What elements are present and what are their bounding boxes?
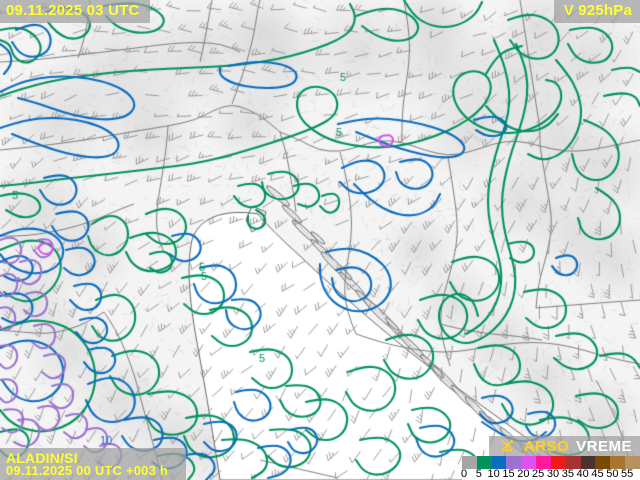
legend-swatch-30	[550, 456, 566, 469]
legend-color-bar	[462, 456, 640, 469]
legend-tick-40: 40	[576, 468, 589, 480]
legend-swatch-50	[610, 456, 626, 469]
model-run-text: 09.11.2025 00 UTC +003 h	[6, 463, 168, 479]
legend-swatch-55	[625, 456, 640, 469]
valid-time-text: 09.11.2025 03 UTC	[6, 2, 140, 19]
legend-tick-15: 15	[502, 468, 515, 480]
wind-speed-legend: 0 5 10 15 20 25 30 35 40 45 50 55	[460, 456, 640, 480]
legend-tick-20: 20	[517, 468, 530, 480]
legend-swatch-20	[521, 456, 537, 469]
legend-tick-10: 10	[487, 468, 500, 480]
legend-swatch-25	[536, 456, 551, 469]
legend-swatch-0	[462, 456, 477, 469]
brand-vreme-text: VREME	[576, 437, 632, 455]
legend-tick-0: 0	[460, 468, 468, 480]
model-info-banner: ALADIN/SI 09.11.2025 00 UTC +003 h	[0, 447, 186, 480]
legend-tick-50: 50	[606, 468, 619, 480]
brand-arso-text: ARSO	[523, 437, 570, 455]
legend-tick-55: 55	[621, 468, 634, 480]
legend-swatch-15	[506, 456, 522, 469]
legend-swatch-45	[595, 456, 611, 469]
legend-tick-5: 5	[475, 468, 482, 480]
legend-tick-labels: 0 5 10 15 20 25 30 35 40 45 50 55	[460, 468, 640, 480]
legend-swatch-10	[491, 456, 507, 469]
brand-banner: ARSO VREME	[488, 436, 640, 456]
legend-tick-25: 25	[532, 468, 545, 480]
level-banner: V 925hPa	[553, 0, 640, 23]
arso-sun-logo-icon	[501, 439, 514, 452]
valid-time-banner: 09.11.2025 03 UTC	[0, 0, 150, 23]
legend-tick-30: 30	[546, 468, 560, 480]
legend-tick-35: 35	[561, 468, 574, 480]
model-name-text: ALADIN/SI	[6, 449, 78, 466]
legend-tick-45: 45	[591, 468, 604, 480]
legend-swatch-35	[565, 456, 581, 469]
level-text: V 925hPa	[563, 2, 632, 19]
legend-swatch-5	[476, 456, 492, 469]
legend-swatch-40	[580, 456, 596, 469]
